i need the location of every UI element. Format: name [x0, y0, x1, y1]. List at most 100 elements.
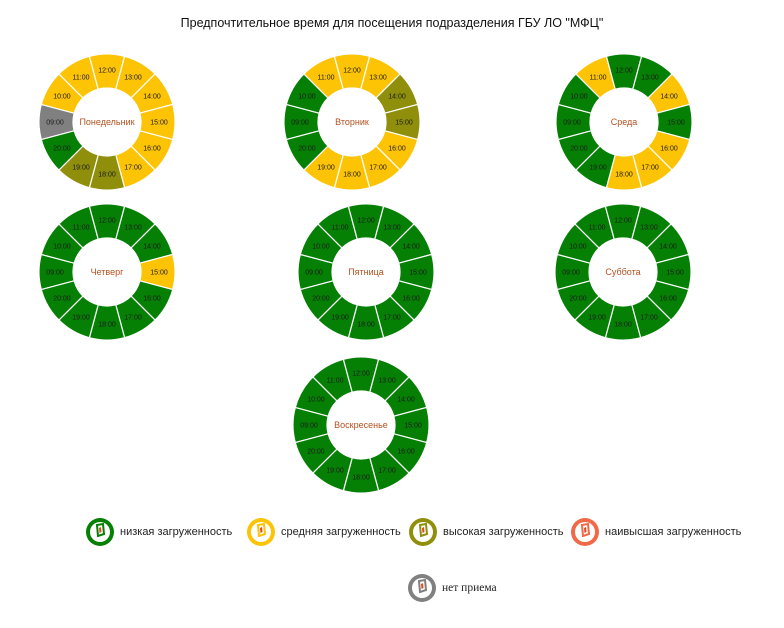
- segment-hour-label: 19:00: [317, 165, 335, 172]
- legend-item-medium: средняя загруженность: [247, 518, 401, 546]
- segment-hour-label: 16:00: [143, 146, 161, 153]
- segment-hour-label: 13:00: [369, 74, 387, 81]
- segment-hour-label: 20:00: [570, 146, 588, 153]
- day-name-label: Среда: [611, 117, 638, 127]
- segment-hour-label: 15:00: [409, 270, 427, 277]
- legend-label-closed: нет приема: [442, 582, 497, 594]
- segment-hour-label: 14:00: [388, 94, 406, 101]
- day-name-label: Воскресенье: [334, 420, 388, 430]
- segment-hour-label: 09:00: [46, 120, 64, 127]
- segment-hour-label: 17:00: [124, 165, 142, 172]
- segment-hour-label: 18:00: [352, 475, 370, 482]
- segment-hour-label: 16:00: [660, 146, 678, 153]
- segment-hour-label: 10:00: [569, 244, 587, 251]
- segment-hour-label: 09:00: [46, 270, 64, 277]
- segment-hour-label: 10:00: [307, 397, 325, 404]
- segment-hour-label: 15:00: [404, 423, 422, 430]
- donut-segment: [294, 433, 338, 474]
- legend-item-low: низкая загруженность: [86, 518, 232, 546]
- segment-hour-label: 11:00: [318, 74, 335, 81]
- segment-hour-label: 19:00: [588, 315, 606, 322]
- mfc-logo-icon: [409, 518, 437, 546]
- segment-hour-label: 11:00: [327, 377, 344, 384]
- legend-item-high: высокая загруженность: [409, 518, 563, 546]
- donut-day: 09:00 10:00 11:00 12:00 13:00 14:00 15:00 16:00…: [554, 203, 692, 341]
- segment-hour-label: 20:00: [307, 449, 325, 456]
- segment-hour-label: 19:00: [326, 468, 344, 475]
- segment-hour-label: 18:00: [614, 322, 632, 329]
- donut-day: 09:00 10:00 11:00 12:00 13:00 14:00 15:00 16:00…: [297, 203, 435, 341]
- segment-hour-label: 18:00: [615, 172, 633, 179]
- segment-hour-label: 11:00: [73, 224, 90, 231]
- page-title: Предпочтительное время для посещения под…: [180, 16, 604, 30]
- segment-hour-label: 16:00: [397, 449, 415, 456]
- segment-hour-label: 13:00: [641, 74, 659, 81]
- segment-hour-label: 10:00: [298, 94, 316, 101]
- mfc-logo-icon: [86, 518, 114, 546]
- segment-hour-label: 12:00: [98, 68, 116, 75]
- donut-day: 09:00 10:00 11:00 12:00 13:00 14:00 15:00 16:00…: [283, 53, 421, 191]
- segment-hour-label: 14:00: [659, 244, 677, 251]
- segment-hour-label: 15:00: [150, 270, 168, 277]
- donut-segment: [40, 130, 84, 171]
- segment-hour-label: 11:00: [73, 74, 90, 81]
- segment-hour-label: 18:00: [98, 172, 116, 179]
- donut-segment: [556, 280, 600, 321]
- legend-label-medium: средняя загруженность: [281, 526, 401, 538]
- day-name-label: Пятница: [348, 267, 384, 277]
- legend-label-highest: наивысшая загруженность: [605, 526, 742, 538]
- legend-item-highest: наивысшая загруженность: [571, 518, 741, 546]
- donut-day: 09:00 10:00 11:00 12:00 13:00 14:00 15:00 16:00…: [555, 53, 693, 191]
- segment-hour-label: 14:00: [143, 244, 161, 251]
- segment-hour-label: 17:00: [383, 315, 401, 322]
- day-name-label: Вторник: [335, 117, 369, 127]
- day-name-label: Понедельник: [79, 117, 134, 127]
- segment-hour-label: 15:00: [150, 120, 168, 127]
- segment-hour-label: 17:00: [378, 468, 396, 475]
- donut-segment: [40, 280, 84, 321]
- segment-hour-label: 12:00: [615, 68, 633, 75]
- legend-item-closed: нет приема: [408, 574, 497, 602]
- mfc-logo-icon: [247, 518, 275, 546]
- donut-segment: [285, 130, 329, 171]
- segment-hour-label: 11:00: [589, 224, 606, 231]
- segment-hour-label: 15:00: [395, 120, 413, 127]
- segment-hour-label: 14:00: [660, 94, 678, 101]
- segment-hour-label: 12:00: [352, 371, 370, 378]
- segment-hour-label: 14:00: [397, 397, 415, 404]
- segment-hour-label: 20:00: [569, 296, 587, 303]
- segment-hour-label: 16:00: [402, 296, 420, 303]
- donut-day: 09:00 10:00 11:00 12:00 13:00 14:00 15:00 16:00…: [292, 356, 430, 494]
- segment-hour-label: 12:00: [343, 68, 361, 75]
- segment-hour-label: 11:00: [590, 74, 607, 81]
- donut-segment: [299, 280, 343, 321]
- segment-hour-label: 16:00: [143, 296, 161, 303]
- segment-hour-label: 13:00: [124, 74, 142, 81]
- segment-hour-label: 19:00: [331, 315, 349, 322]
- segment-hour-label: 13:00: [378, 377, 396, 384]
- segment-hour-label: 20:00: [53, 296, 71, 303]
- segment-hour-label: 10:00: [53, 244, 71, 251]
- segment-hour-label: 09:00: [562, 270, 580, 277]
- segment-hour-label: 10:00: [312, 244, 330, 251]
- segment-hour-label: 09:00: [305, 270, 323, 277]
- donut-day: 09:00 10:00 11:00 12:00 13:00 14:00 15:00 16:00…: [38, 53, 176, 191]
- segment-hour-label: 17:00: [369, 165, 387, 172]
- segment-hour-label: 09:00: [291, 120, 309, 127]
- segment-hour-label: 17:00: [640, 315, 658, 322]
- segment-hour-label: 19:00: [589, 165, 607, 172]
- segment-hour-label: 13:00: [383, 224, 401, 231]
- segment-hour-label: 17:00: [641, 165, 659, 172]
- segment-hour-label: 15:00: [667, 120, 685, 127]
- mfc-logo-icon: [571, 518, 599, 546]
- segment-hour-label: 11:00: [332, 224, 349, 231]
- segment-hour-label: 13:00: [124, 224, 142, 231]
- segment-hour-label: 20:00: [312, 296, 330, 303]
- donut-segment: [557, 130, 601, 171]
- segment-hour-label: 14:00: [143, 94, 161, 101]
- segment-hour-label: 10:00: [53, 94, 71, 101]
- segment-hour-label: 13:00: [640, 224, 658, 231]
- segment-hour-label: 20:00: [298, 146, 316, 153]
- segment-hour-label: 10:00: [570, 94, 588, 101]
- segment-hour-label: 16:00: [659, 296, 677, 303]
